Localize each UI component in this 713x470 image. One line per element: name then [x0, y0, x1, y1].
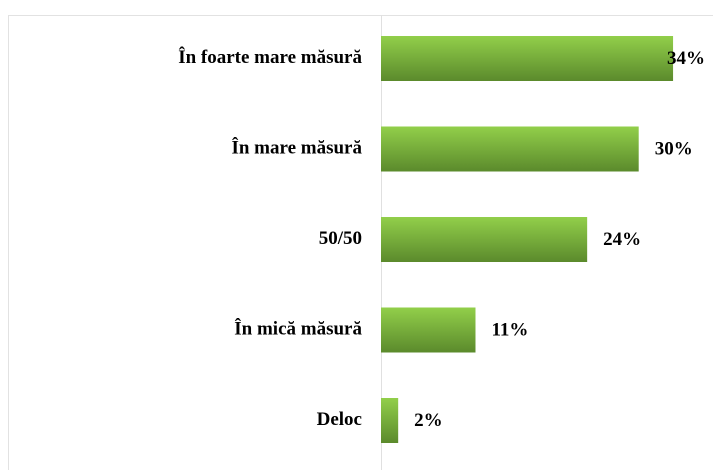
- bar: [381, 398, 399, 443]
- bar: [381, 126, 639, 172]
- category-label: În foarte mare măsură: [178, 46, 362, 68]
- value-label: 30%: [655, 138, 693, 159]
- category-label: Deloc: [317, 409, 362, 430]
- value-label: 11%: [491, 319, 528, 340]
- bar: [381, 36, 674, 81]
- category-label: În mică măsură: [234, 317, 362, 339]
- value-label: 34%: [667, 48, 705, 69]
- chart-frame: [8, 15, 713, 470]
- bar: [381, 307, 476, 353]
- value-label: 2%: [414, 410, 443, 431]
- category-label: 50/50: [319, 228, 362, 249]
- bar: [381, 217, 588, 262]
- value-label: 24%: [603, 229, 641, 250]
- category-label: În mare măsură: [231, 136, 362, 158]
